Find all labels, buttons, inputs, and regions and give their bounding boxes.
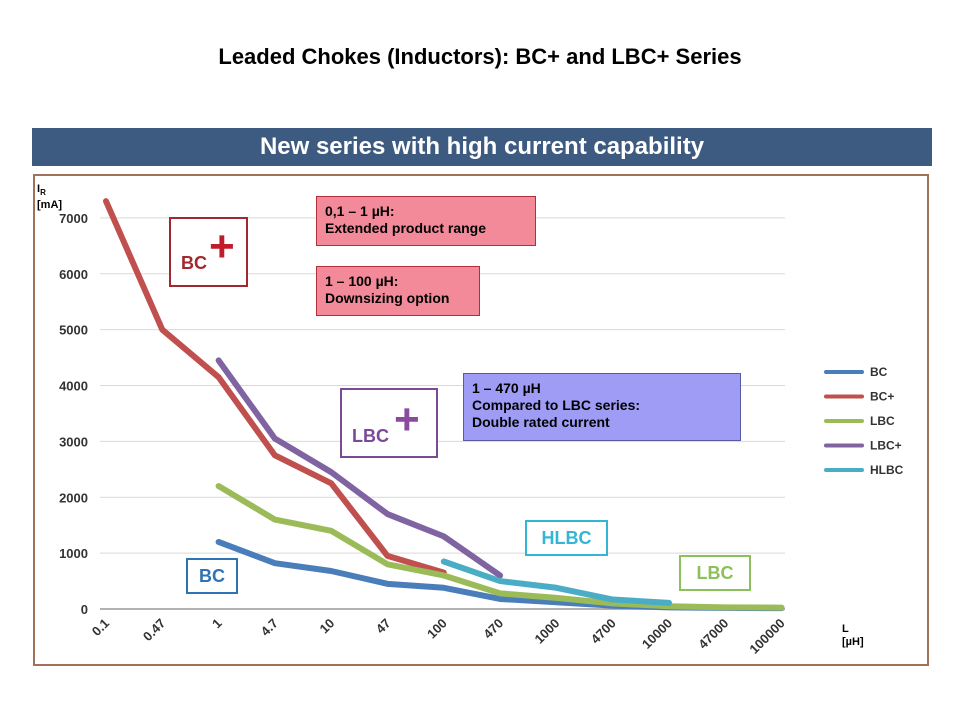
label-lbc: LBC xyxy=(679,555,751,591)
x-tick-label: 47 xyxy=(373,616,394,637)
y-axis-label: IRIR [mA] xyxy=(37,183,63,212)
series-line-bc-plus xyxy=(103,198,447,576)
x-tick-label: 10 xyxy=(316,616,337,637)
note-downsizing: 1 – 100 µH: Downsizing option xyxy=(316,266,480,316)
x-tick-label: 10000 xyxy=(639,616,675,652)
slide-title: Leaded Chokes (Inductors): BC+ and LBC+ … xyxy=(218,44,742,69)
lbc-plus-text: LBC xyxy=(352,426,389,446)
legend-label: LBC xyxy=(870,414,895,428)
y-tick-label: 0 xyxy=(81,602,88,617)
x-tick-label: 100000 xyxy=(746,616,787,657)
y-tick-label: 7000 xyxy=(59,211,88,226)
series-lines xyxy=(103,198,785,612)
bc-plus-callout: BC + xyxy=(169,217,248,287)
x-tick-label: 100 xyxy=(424,616,450,642)
legend-label: HLBC xyxy=(870,463,904,477)
series-line-lbc xyxy=(215,483,785,611)
y-tick-label: 3000 xyxy=(59,434,88,449)
x-tick-labels: 0.1 0.47 1 4.7 10 47 100 470 1000 4700 10000 47000 1… xyxy=(89,616,788,657)
y-tick-label: 1000 xyxy=(59,546,88,561)
plus-icon: + xyxy=(394,395,420,444)
x-tick-label: 4700 xyxy=(588,616,619,647)
x-tick-label: 1000 xyxy=(531,616,562,647)
series-line-hlbc xyxy=(440,558,672,606)
x-tick-label: 0.47 xyxy=(140,616,169,645)
lbc-plus-callout: LBC + xyxy=(340,388,438,458)
legend: BC BC+ LBC LBC+ HLBC xyxy=(824,365,904,477)
x-axis-label: L [µH] xyxy=(842,623,864,648)
y-tick-label: 2000 xyxy=(59,490,88,505)
series-line-lbc-plus xyxy=(215,357,504,579)
note-lbc-comparison: 1 – 470 µH Compared to LBC series: Doubl… xyxy=(463,373,741,441)
legend-label: LBC+ xyxy=(870,439,902,453)
y-tick-label: 4000 xyxy=(59,379,88,394)
y-tick-label: 6000 xyxy=(59,267,88,282)
legend-label: BC+ xyxy=(870,390,894,404)
x-tick-label: 0.1 xyxy=(89,616,112,639)
note-extended-range: 0,1 – 1 µH: Extended product range xyxy=(316,196,536,246)
plus-icon: + xyxy=(209,222,235,271)
legend-label: BC xyxy=(870,365,888,379)
chart-frame xyxy=(33,174,929,666)
y-tick-label: 5000 xyxy=(59,323,88,338)
label-bc: BC xyxy=(186,558,238,594)
label-hlbc: HLBC xyxy=(525,520,608,556)
x-tick-label: 1 xyxy=(209,616,225,632)
banner: New series with high current capability xyxy=(32,128,932,166)
bc-plus-text: BC xyxy=(181,253,207,273)
x-tick-label: 4.7 xyxy=(258,616,281,639)
y-tick-labels: 0 1000 2000 3000 4000 5000 6000 7000 xyxy=(59,211,88,617)
x-tick-label: 47000 xyxy=(695,616,731,652)
x-tick-label: 470 xyxy=(480,616,506,642)
